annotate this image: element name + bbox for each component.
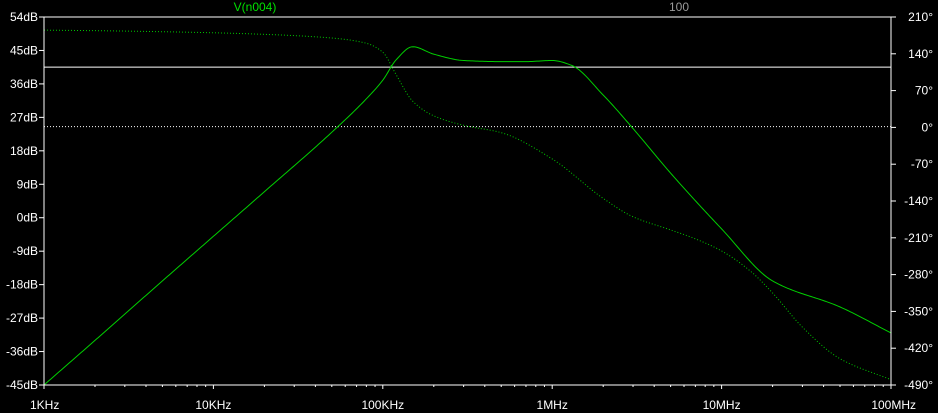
cursor-value-label: 100 [669,0,689,14]
x-tick-label: 1KHz [30,398,59,412]
right-y-tick-label: -70° [911,157,933,171]
right-y-tick-label: -140° [904,194,933,208]
traces [43,29,892,386]
right-y-tick-label: -280° [904,268,933,282]
right-y-tick-label: 70° [915,84,933,98]
left-y-tick-label: -45dB [6,378,38,392]
right-y-tick-label: -210° [904,231,933,245]
ticks [39,16,896,389]
right-y-tick-label: -420° [904,341,933,355]
x-tick-label: 1MHz [537,398,568,412]
left-y-tick-label: -36dB [6,345,38,359]
left-y-tick-label: -27dB [6,311,38,325]
left-y-tick-label: 45dB [10,43,38,57]
reference-lines [44,66,891,128]
trace-legend-label[interactable]: V(n004) [234,0,277,14]
left-y-tick-label: 27dB [10,110,38,124]
x-tick-label: 10KHz [195,398,231,412]
left-y-tick-label: 54dB [10,10,38,24]
right-y-tick-label: 210° [908,10,933,24]
right-y-tick-label: 0° [922,120,934,134]
x-tick-label: 100KHz [361,398,404,412]
left-y-tick-label: 36dB [10,77,38,91]
right-y-tick-label: -490° [904,378,933,392]
x-tick-label: 10MHz [703,398,741,412]
left-y-tick-label: 9dB [17,177,38,191]
left-y-tick-label: 18dB [10,144,38,158]
tick-labels: 1KHz 10KHz 100KHz 1MHz 10MHz 100MHz 54dB 45dB 36… [6,10,933,412]
right-y-tick-label: -350° [904,304,933,318]
magnitude-trace [43,46,892,386]
left-y-tick-label: 0dB [17,211,38,225]
right-y-tick-label: 140° [908,47,933,61]
phase-trace [43,29,892,381]
left-y-tick-label: -18dB [6,278,38,292]
left-y-tick-label: -9dB [13,244,38,258]
x-tick-label: 100MHz [871,398,916,412]
